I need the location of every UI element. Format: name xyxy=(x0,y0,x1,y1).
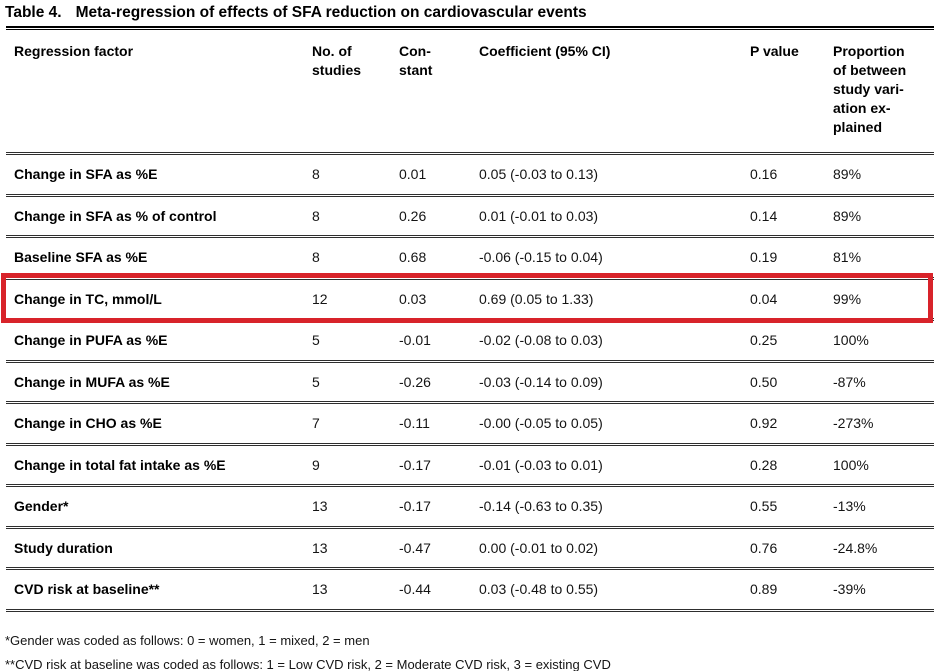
cell-constant: 0.26 xyxy=(399,207,427,224)
cell-coefficient: -0.01 (-0.03 to 0.01) xyxy=(479,456,603,473)
table-title-text: Meta-regression of effects of SFA reduct… xyxy=(75,4,587,21)
cell-coefficient: 0.69 (0.05 to 1.33) xyxy=(479,290,594,307)
cell-proportion: -13% xyxy=(833,498,866,515)
cell-no-of-studies: 5 xyxy=(312,332,320,349)
col-header-coefficient: Coefficient (95% CI) xyxy=(479,43,611,59)
col-header-proportion: Proportion of between study vari- ation … xyxy=(833,43,907,135)
cell-proportion: 100% xyxy=(833,332,869,349)
cell-regression-factor: Study duration xyxy=(14,539,113,556)
cell-proportion: 99% xyxy=(833,290,862,307)
cell-regression-factor: Gender* xyxy=(14,498,69,515)
cell-regression-factor: Baseline SFA as %E xyxy=(14,249,148,266)
cell-regression-factor: Change in SFA as % of control xyxy=(14,207,217,224)
cell-no-of-studies: 13 xyxy=(312,498,328,515)
cell-regression-factor: Change in PUFA as %E xyxy=(14,332,168,349)
table-row: Gender* 13 -0.17 -0.14 (-0.63 to 0.35) 0… xyxy=(6,485,934,528)
cell-no-of-studies: 8 xyxy=(312,249,320,266)
cell-p-value: 0.89 xyxy=(750,581,778,598)
cell-constant: -0.26 xyxy=(399,373,431,390)
table-row: Change in TC, mmol/L 12 0.03 0.69 (0.05 … xyxy=(6,278,934,320)
cell-p-value: 0.92 xyxy=(750,415,778,432)
col-header-constant: Con- stant xyxy=(399,43,433,78)
cell-constant: -0.11 xyxy=(399,415,430,432)
table-row: Change in CHO as %E 7 -0.11 -0.00 (-0.05… xyxy=(6,402,934,445)
cell-coefficient: 0.05 (-0.03 to 0.13) xyxy=(479,166,599,183)
table-row: Change in SFA as % of control 8 0.26 0.0… xyxy=(6,195,934,237)
footnotes: *Gender was coded as follows: 0 = women,… xyxy=(5,633,932,671)
cell-proportion: -87% xyxy=(833,373,866,390)
cell-p-value: 0.25 xyxy=(750,332,778,349)
table-row: Change in total fat intake as %E 9 -0.17… xyxy=(6,444,934,486)
meta-regression-table: Regression factor No. of studies Con- st… xyxy=(6,30,934,612)
cell-constant: 0.03 xyxy=(399,290,427,307)
cell-no-of-studies: 13 xyxy=(312,581,328,598)
col-header-p-value: P value xyxy=(750,43,799,59)
footnote-gender: *Gender was coded as follows: 0 = women,… xyxy=(5,632,370,648)
cell-proportion: -39% xyxy=(833,581,866,598)
col-header-no-of-studies: No. of studies xyxy=(312,43,362,78)
cell-p-value: 0.50 xyxy=(750,373,778,390)
cell-proportion: 89% xyxy=(833,207,862,224)
cell-coefficient: 0.03 (-0.48 to 0.55) xyxy=(479,581,599,598)
cell-regression-factor: Change in TC, mmol/L xyxy=(14,290,162,307)
cell-constant: -0.44 xyxy=(399,581,431,598)
cell-constant: -0.47 xyxy=(399,539,431,556)
cell-regression-factor: Change in total fat intake as %E xyxy=(14,456,226,473)
cell-proportion: 100% xyxy=(833,456,869,473)
cell-regression-factor: Change in CHO as %E xyxy=(14,415,162,432)
table-row: CVD risk at baseline** 13 -0.44 0.03 (-0… xyxy=(6,568,934,610)
cell-p-value: 0.55 xyxy=(750,498,778,515)
cell-proportion: -273% xyxy=(833,415,874,432)
cell-p-value: 0.28 xyxy=(750,456,778,473)
cell-proportion: 81% xyxy=(833,249,862,266)
cell-constant: -0.17 xyxy=(399,456,431,473)
table-title-number: Table 4. xyxy=(5,4,62,21)
footnote-cvd-risk: **CVD risk at baseline was coded as foll… xyxy=(5,656,611,671)
cell-p-value: 0.04 xyxy=(750,290,778,307)
cell-p-value: 0.16 xyxy=(750,166,778,183)
table-row: Change in SFA as %E 8 0.01 0.05 (-0.03 t… xyxy=(6,153,934,196)
cell-constant: 0.01 xyxy=(399,166,427,183)
cell-coefficient: 0.01 (-0.01 to 0.03) xyxy=(479,207,599,224)
cell-no-of-studies: 5 xyxy=(312,373,320,390)
cell-regression-factor: Change in MUFA as %E xyxy=(14,373,170,390)
cell-proportion: -24.8% xyxy=(833,539,878,556)
cell-coefficient: 0.00 (-0.01 to 0.02) xyxy=(479,539,599,556)
cell-coefficient: -0.00 (-0.05 to 0.05) xyxy=(479,415,603,432)
col-header-regression-factor: Regression factor xyxy=(14,43,134,59)
cell-no-of-studies: 7 xyxy=(312,415,320,432)
cell-coefficient: -0.03 (-0.14 to 0.09) xyxy=(479,373,603,390)
cell-proportion: 89% xyxy=(833,166,862,183)
cell-p-value: 0.14 xyxy=(750,207,778,224)
table-title: Table 4. Meta-regression of effects of SF… xyxy=(0,0,940,22)
title-rule xyxy=(6,26,934,30)
cell-no-of-studies: 8 xyxy=(312,166,320,183)
table-body: Change in SFA as %E 8 0.01 0.05 (-0.03 t… xyxy=(6,153,934,610)
cell-constant: -0.01 xyxy=(399,332,431,349)
cell-coefficient: -0.06 (-0.15 to 0.04) xyxy=(479,249,603,266)
cell-coefficient: -0.02 (-0.08 to 0.03) xyxy=(479,332,603,349)
cell-no-of-studies: 8 xyxy=(312,207,320,224)
cell-no-of-studies: 12 xyxy=(312,290,328,307)
table-row: Change in PUFA as %E 5 -0.01 -0.02 (-0.0… xyxy=(6,319,934,362)
cell-p-value: 0.19 xyxy=(750,249,778,266)
table-row: Change in MUFA as %E 5 -0.26 -0.03 (-0.1… xyxy=(6,361,934,403)
table-header-row: Regression factor No. of studies Con- st… xyxy=(6,30,934,154)
cell-no-of-studies: 13 xyxy=(312,539,328,556)
table-header: Regression factor No. of studies Con- st… xyxy=(6,30,934,154)
cell-coefficient: -0.14 (-0.63 to 0.35) xyxy=(479,498,603,515)
cell-regression-factor: CVD risk at baseline** xyxy=(14,581,160,598)
cell-p-value: 0.76 xyxy=(750,539,778,556)
table-row: Study duration 13 -0.47 0.00 (-0.01 to 0… xyxy=(6,527,934,569)
cell-constant: -0.17 xyxy=(399,498,431,515)
cell-no-of-studies: 9 xyxy=(312,456,320,473)
table-row: Baseline SFA as %E 8 0.68 -0.06 (-0.15 t… xyxy=(6,236,934,279)
cell-regression-factor: Change in SFA as %E xyxy=(14,166,158,183)
cell-constant: 0.68 xyxy=(399,249,427,266)
